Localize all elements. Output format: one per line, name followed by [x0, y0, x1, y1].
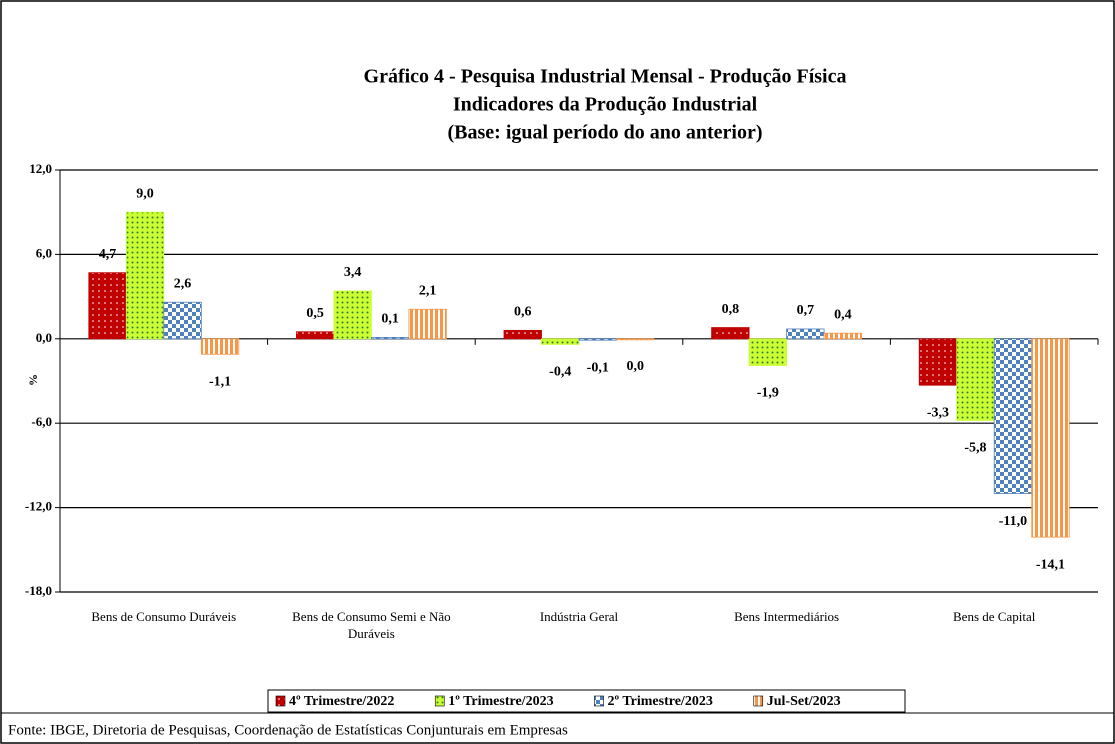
legend-label: 4º Trimestre/2022 — [289, 694, 394, 709]
bar — [578, 338, 617, 341]
x-tick-label: Bens de Consumo Semi e Não Duráveis — [292, 609, 451, 641]
data-label: 0,7 — [797, 303, 815, 318]
data-label: 0,0 — [627, 359, 645, 374]
bar — [993, 338, 1033, 494]
data-label: -14,1 — [1036, 557, 1065, 572]
data-label: 3,4 — [344, 265, 362, 280]
bar — [1031, 338, 1070, 538]
chart-title: Gráfico 4 - Pesquisa Industrial Mensal -… — [364, 66, 847, 88]
legend-swatch — [275, 695, 286, 707]
data-label: -5,8 — [964, 441, 986, 456]
bar — [200, 338, 240, 355]
y-tick-label: -6,0 — [31, 414, 52, 429]
data-label: -1,1 — [209, 374, 231, 389]
bar — [503, 329, 542, 340]
data-label: 0,4 — [834, 307, 852, 322]
data-label: 0,8 — [722, 302, 740, 317]
data-label: -3,3 — [927, 405, 949, 420]
legend-swatch — [434, 695, 445, 707]
bar — [408, 308, 447, 340]
y-tick-label: 12,0 — [29, 161, 52, 176]
bar — [918, 338, 958, 386]
bar — [295, 331, 335, 340]
data-label: -11,0 — [999, 514, 1027, 529]
bar — [370, 336, 410, 340]
data-label: 2,6 — [174, 276, 192, 291]
y-axis-label: % — [26, 374, 40, 386]
bar — [956, 338, 995, 421]
legend-label: 1º Trimestre/2023 — [448, 694, 553, 709]
x-tick-label: Bens de Capital — [953, 609, 1036, 624]
x-tick-label: Indústria Geral — [539, 609, 619, 624]
y-tick-label: -12,0 — [25, 499, 52, 514]
data-label: -1,9 — [757, 386, 779, 401]
bar — [748, 338, 787, 366]
data-label: -0,1 — [587, 360, 609, 375]
data-label: 0,1 — [381, 312, 399, 327]
data-label: 2,1 — [419, 283, 437, 298]
legend-swatch — [594, 695, 604, 707]
chart-subtitle: (Base: igual período do ano anterior) — [448, 122, 763, 144]
legend-box — [267, 689, 906, 713]
bar — [823, 332, 862, 340]
bar — [88, 272, 127, 340]
y-tick-label: 0,0 — [36, 330, 52, 345]
y-tick-label: 6,0 — [36, 245, 52, 260]
data-label: 0,5 — [306, 306, 324, 321]
bar — [163, 301, 202, 340]
data-label: 0,6 — [514, 305, 532, 320]
bar — [333, 290, 372, 340]
x-tick-label: Bens de Consumo Duráveis — [91, 609, 237, 624]
x-tick-label: Bens Intermediários — [734, 609, 840, 624]
chart-subtitle: Indicadores da Produção Industrial — [453, 94, 758, 116]
legend-label: Jul-Set/2023 — [767, 694, 841, 709]
bar — [125, 211, 165, 340]
bar — [541, 338, 580, 345]
bar — [711, 327, 750, 340]
data-label: -0,4 — [549, 365, 571, 380]
legend-swatch — [753, 695, 764, 707]
source-note: Fonte: IBGE, Diretoria de Pesquisas, Coo… — [8, 722, 568, 738]
legend-label: 2º Trimestre/2023 — [608, 694, 713, 709]
bar — [616, 338, 655, 341]
data-label: 4,7 — [99, 247, 117, 262]
y-tick-label: -18,0 — [25, 583, 52, 598]
data-label: 9,0 — [136, 186, 154, 201]
bar — [786, 328, 825, 340]
